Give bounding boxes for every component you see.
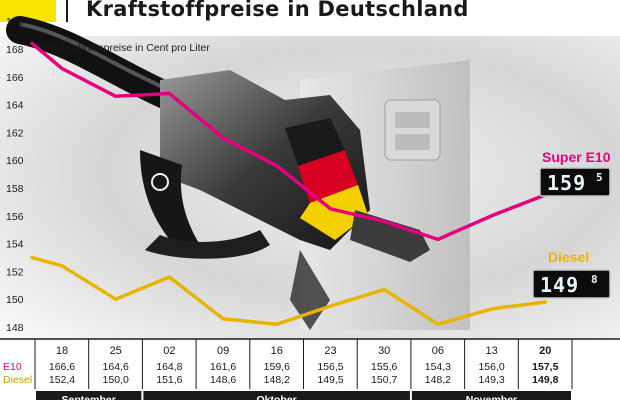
x-tick-label: 23	[324, 345, 336, 357]
y-tick-label: 150	[6, 294, 24, 306]
led-digits-super-e10: 159	[547, 171, 586, 195]
cell-e10-value: 154,3	[425, 361, 451, 373]
cell-diesel-value: 149,8	[532, 374, 558, 386]
cell-diesel-value: 148,2	[264, 374, 290, 386]
series-line-diesel	[30, 255, 548, 326]
month-band	[36, 391, 142, 400]
x-tick-label: 25	[110, 345, 122, 357]
row-label-e10: E10	[3, 361, 22, 373]
cell-diesel-value: 151,6	[156, 374, 182, 386]
led-decimal-diesel: 8	[591, 273, 598, 286]
cell-e10-value: 164,8	[156, 361, 182, 373]
row-label-diesel: Diesel	[3, 374, 32, 386]
y-tick-label: 168	[6, 44, 24, 56]
y-tick-label: 148	[6, 322, 24, 334]
y-tick-label: 162	[6, 127, 24, 139]
cell-diesel-value: 149,3	[478, 374, 504, 386]
led-digits-diesel: 149	[540, 273, 579, 297]
month-label: September	[62, 394, 116, 400]
led-display-super-e10: 159 5	[539, 167, 611, 197]
x-tick-label: 30	[378, 345, 390, 357]
x-tick-label: 13	[485, 345, 497, 357]
y-axis-ticks: 148 150 152 154 156 158 160 162 164 166 168 170	[6, 16, 24, 334]
month-label: November	[466, 394, 517, 400]
background-photo	[0, 16, 620, 339]
x-tick-label: 20	[539, 345, 551, 357]
month-label: Oktober	[257, 394, 297, 400]
cell-e10-value: 166,6	[49, 361, 75, 373]
cell-diesel-value: 152,4	[49, 374, 75, 386]
month-band	[411, 391, 571, 400]
y-tick-label: 156	[6, 211, 24, 223]
y-tick-label: 160	[6, 155, 24, 167]
cell-diesel-value: 150,0	[103, 374, 129, 386]
y-tick-label: 158	[6, 183, 24, 195]
cell-e10-value: 161,6	[210, 361, 236, 373]
series-label-diesel: Diesel	[548, 249, 589, 265]
cell-diesel-value: 149,5	[317, 374, 343, 386]
cell-e10-value: 164,6	[103, 361, 129, 373]
series-label-super-e10: Super E10	[542, 149, 611, 165]
title-divider	[66, 0, 68, 22]
cell-diesel-value: 148,6	[210, 374, 236, 386]
title-bar: Kraftstoffpreise in Deutschland	[0, 0, 620, 26]
cell-e10-value: 156,0	[478, 361, 504, 373]
y-tick-label: 166	[6, 72, 24, 84]
y-tick-label: 152	[6, 266, 24, 278]
month-band	[143, 391, 410, 400]
month-bar: September Oktober November	[36, 391, 571, 400]
accent-square	[0, 0, 56, 22]
x-tick-label: 02	[163, 345, 175, 357]
cell-e10-value: 155,6	[371, 361, 397, 373]
x-tick-label: 18	[56, 345, 68, 357]
led-decimal-super-e10: 5	[596, 171, 603, 184]
x-tick-label: 06	[432, 345, 444, 357]
chart-title: Kraftstoffpreise in Deutschland	[86, 0, 469, 21]
cell-e10-value: 157,5	[532, 361, 558, 373]
series-line-super-e10	[30, 41, 548, 242]
cell-e10-value: 156,5	[317, 361, 343, 373]
led-display-diesel: 149 8	[532, 269, 611, 299]
y-tick-label: 170	[6, 16, 24, 28]
y-tick-label: 164	[6, 100, 24, 112]
cell-diesel-value: 150,7	[371, 374, 397, 386]
y-tick-label: 154	[6, 239, 24, 251]
x-tick-label: 16	[271, 345, 283, 357]
cell-e10-value: 159,6	[264, 361, 290, 373]
cell-diesel-value: 148,2	[425, 374, 451, 386]
y-axis-label: Durchschnittspreise in Cent pro Liter	[40, 42, 210, 54]
x-tick-label: 09	[217, 345, 229, 357]
